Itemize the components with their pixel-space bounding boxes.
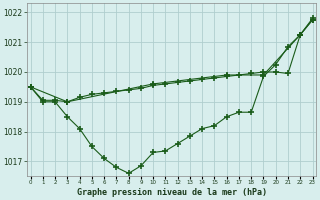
X-axis label: Graphe pression niveau de la mer (hPa): Graphe pression niveau de la mer (hPa) xyxy=(76,188,267,197)
